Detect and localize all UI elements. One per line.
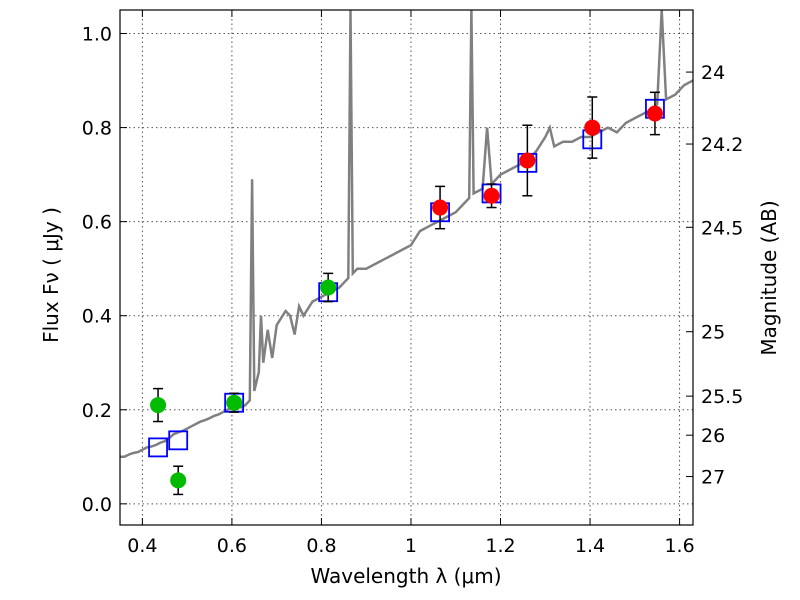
y2-tick-label: 26 xyxy=(701,425,725,447)
y-axis-label: Flux Fν ( μJy ) xyxy=(39,207,63,343)
x-tick-label: 1.2 xyxy=(485,535,515,557)
y-tick-label: 0.6 xyxy=(82,212,112,234)
x-tick-label: 0.8 xyxy=(306,535,336,557)
tick-marks xyxy=(120,10,693,525)
x-tick-label: 1 xyxy=(405,535,417,557)
model-flux-box xyxy=(148,437,168,458)
observed-point-green xyxy=(170,472,187,489)
x-axis-label: Wavelength λ (μm) xyxy=(310,564,501,588)
observed-point-red xyxy=(432,199,449,216)
plot-frame xyxy=(119,9,694,526)
y2-tick-label: 24 xyxy=(701,62,725,84)
y2-tick-label: 24.5 xyxy=(701,217,743,239)
observed-point-green xyxy=(150,397,167,414)
observed-point-green xyxy=(320,279,337,296)
x-tick-label: 0.6 xyxy=(217,535,247,557)
y-tick-label: 0.0 xyxy=(82,494,112,516)
y-tick-label: 1.0 xyxy=(82,24,112,46)
spectrum-line xyxy=(120,10,693,459)
model-flux-box xyxy=(168,430,189,451)
observed-point-red xyxy=(584,119,601,136)
spectrum-series xyxy=(120,10,693,459)
y2-tick-label: 25 xyxy=(701,322,725,344)
observed-point-red xyxy=(483,187,500,204)
observed-point-green xyxy=(226,394,243,411)
y2-tick-label: 25.5 xyxy=(701,386,743,408)
y-tick-label: 0.4 xyxy=(82,306,112,328)
y2-tick-label: 27 xyxy=(701,467,725,489)
x-tick-label: 0.4 xyxy=(127,535,157,557)
y2-axis-label: Magnitude (AB) xyxy=(757,200,781,355)
x-tick-label: 1.6 xyxy=(664,535,694,557)
observed-series xyxy=(150,105,663,489)
y2-tick-label: 24.2 xyxy=(701,134,743,156)
observed-point-red xyxy=(519,152,536,169)
y-tick-label: 0.8 xyxy=(82,118,112,140)
y-tick-label: 0.2 xyxy=(82,400,112,422)
x-tick-label: 1.4 xyxy=(575,535,605,557)
tick-labels: 0.4 0.6 0.8 1 1.2 1.4 1.6 0.0 0.2 0.4 0.6 0.8 1.0 24 2… xyxy=(82,24,744,557)
errorbar-series xyxy=(153,91,660,496)
observed-point-red xyxy=(646,105,663,122)
grid-lines xyxy=(120,10,693,525)
